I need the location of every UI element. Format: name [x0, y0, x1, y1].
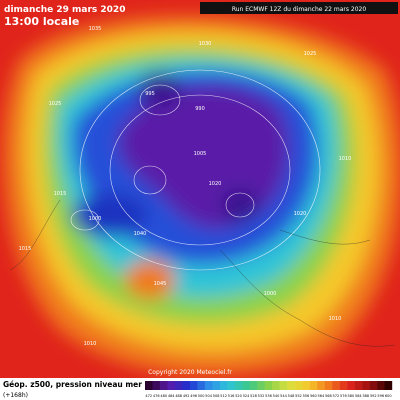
- isobar-label: 1015: [19, 246, 32, 252]
- field-name: Géop. z500, pression niveau mer: [3, 380, 142, 389]
- scale-label: 564: [318, 394, 325, 398]
- isobar-label: 995: [145, 91, 155, 97]
- scale-cell: [279, 381, 288, 390]
- scale-label: 556: [303, 394, 310, 398]
- scale-label: 508: [213, 394, 220, 398]
- scale-cell: [272, 381, 280, 390]
- isobar-label: 1020: [209, 181, 222, 187]
- scale-label: 480: [160, 394, 167, 398]
- scale-label: 572: [333, 394, 340, 398]
- scale-label: 484: [168, 394, 175, 398]
- scale-cell: [219, 381, 228, 390]
- scale-cell: [339, 381, 348, 390]
- scale-label: 528: [250, 394, 257, 398]
- valid-date: dimanche 29 mars 2020: [4, 5, 125, 15]
- scale-label: 596: [377, 394, 384, 398]
- lead-time: (+168h): [3, 392, 28, 399]
- scale-label: 580: [347, 394, 354, 398]
- scale-label: 576: [340, 394, 347, 398]
- isobar-label: 1045: [154, 281, 167, 287]
- scale-cell: [317, 381, 325, 390]
- scale-cell: [145, 381, 153, 390]
- scale-label: 472: [145, 394, 152, 398]
- isobar-label: 1035: [89, 26, 102, 32]
- scale-label: 540: [273, 394, 280, 398]
- scale-label: 560: [310, 394, 317, 398]
- scale-cell: [294, 381, 303, 390]
- isobar-label: 1025: [49, 101, 62, 107]
- scale-cell: [227, 381, 236, 390]
- z500-field: [0, 0, 400, 378]
- isobar-label: 1015: [54, 191, 67, 197]
- scale-label: 476: [153, 394, 160, 398]
- copyright: Copyright 2020 Meteociel.fr: [148, 369, 232, 376]
- isobar-label: 1005: [194, 151, 207, 157]
- scale-label: 584: [355, 394, 362, 398]
- scale-cell: [242, 381, 250, 390]
- scale-label: 532: [258, 394, 265, 398]
- isobar-label: 1025: [304, 51, 317, 57]
- scale-cell: [377, 381, 385, 390]
- local-time: 13:00 locale: [4, 15, 79, 28]
- scale-label: 592: [370, 394, 377, 398]
- scale-cell: [309, 381, 318, 390]
- scale-cell: [324, 381, 333, 390]
- run-info: Run ECMWF 12Z du dimanche 22 mars 2020: [232, 6, 367, 13]
- scale-label: 512: [220, 394, 227, 398]
- scale-cell: [204, 381, 213, 390]
- scale-label: 548: [288, 394, 295, 398]
- scale-cell: [189, 381, 198, 390]
- scale-label: 568: [325, 394, 332, 398]
- scale-label: 600: [385, 394, 392, 398]
- scale-cell: [249, 381, 258, 390]
- scale-cell: [174, 381, 183, 390]
- isobar-label: 1010: [329, 316, 342, 322]
- scale-cell: [287, 381, 295, 390]
- scale-cell: [197, 381, 206, 390]
- isobar-label: 1000: [264, 291, 277, 297]
- scale-cell: [212, 381, 221, 390]
- scale-cell: [182, 381, 191, 390]
- isobar-label: 1030: [199, 41, 212, 47]
- scale-label: 544: [280, 394, 287, 398]
- scale-cell: [347, 381, 355, 390]
- scale-cell: [302, 381, 310, 390]
- isobar-label: 1020: [294, 211, 307, 217]
- scale-cell: [234, 381, 243, 390]
- scale-cell: [264, 381, 273, 390]
- scale-cell: [167, 381, 176, 390]
- isobar-label: 1010: [339, 156, 352, 162]
- scale-label: 504: [205, 394, 212, 398]
- scale-label: 496: [190, 394, 197, 398]
- scale-cell: [152, 381, 161, 390]
- scale-cell: [354, 381, 363, 390]
- isobar-label: 1010: [84, 341, 97, 347]
- scale-label: 492: [183, 394, 190, 398]
- scale-label: 488: [175, 394, 182, 398]
- scale-cell: [257, 381, 265, 390]
- color-scale: 472 476 480 484 488 492 496 500 504 508 512 516 520 5…: [145, 381, 393, 398]
- scale-label: 588: [362, 394, 369, 398]
- isobar-labels: 1035 1025 1015 1010 1000 995 990 1005 10…: [19, 26, 352, 347]
- isobar-label: 1000: [89, 216, 102, 222]
- scale-cell: [369, 381, 378, 390]
- scale-label: 516: [228, 394, 235, 398]
- run-box: [200, 2, 398, 14]
- scale-label: 500: [198, 394, 205, 398]
- isobar-label: 990: [195, 106, 205, 112]
- scale-cell: [362, 381, 370, 390]
- scale-cell: [384, 381, 393, 390]
- scale-label: 520: [235, 394, 242, 398]
- scale-label: 536: [265, 394, 272, 398]
- scale-cell: [159, 381, 168, 390]
- isobar-label: 1040: [134, 231, 147, 237]
- scale-label: 524: [243, 394, 250, 398]
- scale-cell: [332, 381, 340, 390]
- scale-label: 552: [295, 394, 302, 398]
